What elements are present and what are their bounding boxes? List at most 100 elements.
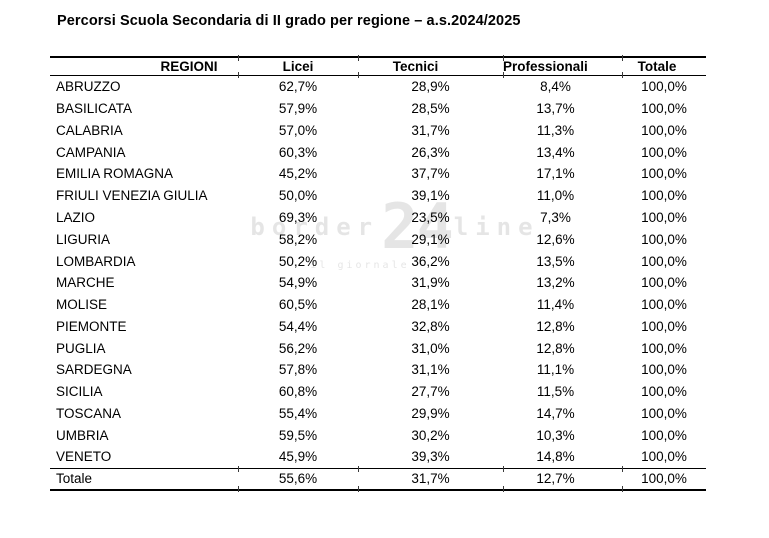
region-cell: LOMBARDIA [56,253,136,269]
value-cell: 100,0% [641,340,687,356]
value-cell: 57,8% [278,362,318,378]
value-cell: 26,3% [411,144,450,160]
value-cell: 14,8% [536,449,575,465]
value-cell: 14,7% [536,405,575,421]
value-cell: 60,8% [278,384,318,400]
value-cell: 31,1% [411,362,450,378]
region-cell: PUGLIA [56,340,106,356]
table-row: MOLISE 60,5% 28,1% 11,4% 100,0% [50,294,706,316]
total-licei: 55,6% [237,466,358,492]
value-cell: 10,3% [536,427,575,443]
value-cell: 57,0% [278,122,318,138]
value-cell: 28,5% [411,101,450,117]
value-cell: 59,5% [278,427,318,443]
value-cell: 39,1% [411,188,450,204]
value-cell: 100,0% [641,231,687,247]
value-cell: 60,3% [278,144,318,160]
value-cell: 100,0% [641,253,687,269]
total-row: Totale 55,6% 31,7% 12,7% 100,0% [50,466,706,492]
region-cell: LIGURIA [56,231,111,247]
table-row: LIGURIA 58,2% 29,1% 12,6% 100,0% [50,228,706,250]
value-cell: 11,4% [536,297,575,313]
table-row: FRIULI VENEZIA GIULIA 50,0% 39,1% 11,0% 100,… [50,185,706,207]
header-licei: Licei [237,56,358,79]
value-cell: 100,0% [641,449,687,465]
value-cell: 31,7% [411,122,450,138]
page-title: Percorsi Scuola Secondaria di II grado p… [57,13,521,29]
value-cell: 54,4% [278,318,318,334]
region-cell: MOLISE [56,297,108,313]
value-cell: 54,9% [278,275,318,291]
table-row: PIEMONTE 54,4% 32,8% 12,8% 100,0% [50,315,706,337]
value-cell: 36,2% [411,253,450,269]
value-cell: 30,2% [411,427,450,443]
value-cell: 28,9% [411,79,450,95]
value-cell: 100,0% [641,427,687,443]
value-cell: 13,4% [536,144,575,160]
value-cell: 60,5% [278,297,318,313]
value-cell: 100,0% [641,384,687,400]
total-totale: 100,0% [621,466,706,492]
value-cell: 39,3% [411,449,450,465]
value-cell: 100,0% [641,79,687,95]
value-cell: 37,7% [411,166,450,182]
table-row: CALABRIA 57,0% 31,7% 11,3% 100,0% [50,120,706,142]
value-cell: 100,0% [641,275,687,291]
value-cell: 100,0% [641,405,687,421]
value-cell: 100,0% [641,166,687,182]
region-cell: EMILIA ROMAGNA [56,166,174,182]
header-regioni: REGIONI [50,56,238,76]
value-cell: 100,0% [641,188,687,204]
value-cell: 11,0% [536,188,575,204]
value-cell: 100,0% [641,144,687,160]
value-cell: 12,6% [536,231,575,247]
value-cell: 11,5% [536,384,575,400]
value-cell: 13,2% [536,275,575,291]
value-cell: 12,8% [536,318,575,334]
value-cell: 28,1% [411,297,450,313]
header-totale: Totale [621,56,706,79]
value-cell: 100,0% [641,122,687,138]
value-cell: 32,8% [411,318,450,334]
header-tecnici: Tecnici [357,56,503,79]
value-cell: 23,5% [411,209,450,225]
region-cell: UMBRIA [56,427,109,443]
value-cell: 100,0% [641,101,687,117]
table-header-row: REGIONI Licei Tecnici Professionali Tota… [50,56,706,79]
value-cell: 62,7% [278,79,318,95]
value-cell: 57,9% [278,101,318,117]
value-cell: 13,7% [536,101,575,117]
region-cell: BASILICATA [56,101,133,117]
table-row: SICILIA 60,8% 27,7% 11,5% 100,0% [50,381,706,403]
value-cell: 27,7% [411,384,450,400]
table-row: EMILIA ROMAGNA 45,2% 37,7% 17,1% 100,0% [50,163,706,185]
total-label: Totale [50,467,238,491]
header-professionali: Professionali [502,56,622,79]
value-cell: 7,3% [540,209,571,225]
value-cell: 8,4% [540,79,571,95]
value-cell: 45,2% [278,166,318,182]
value-cell: 100,0% [641,318,687,334]
region-cell: CALABRIA [56,122,123,138]
table-row: LAZIO 69,3% 23,5% 7,3% 100,0% [50,207,706,229]
value-cell: 29,1% [411,231,450,247]
value-cell: 31,9% [411,275,450,291]
value-cell: 100,0% [641,297,687,313]
value-cell: 58,2% [278,231,318,247]
value-cell: 13,5% [536,253,575,269]
table-row: CAMPANIA 60,3% 26,3% 13,4% 100,0% [50,141,706,163]
value-cell: 11,3% [536,122,575,138]
table-row: TOSCANA 55,4% 29,9% 14,7% 100,0% [50,402,706,424]
table-row: ABRUZZO 62,7% 28,9% 8,4% 100,0% [50,76,706,98]
region-cell: VENETO [56,449,112,465]
value-cell: 29,9% [411,405,450,421]
region-cell: MARCHE [56,275,115,291]
total-professionali: 12,7% [502,466,622,492]
region-cell: FRIULI VENEZIA GIULIA [56,188,208,204]
table-row: BASILICATA 57,9% 28,5% 13,7% 100,0% [50,98,706,120]
value-cell: 69,3% [278,209,318,225]
region-cell: TOSCANA [56,405,122,421]
value-cell: 100,0% [641,209,687,225]
region-cell: SARDEGNA [56,362,132,378]
value-cell: 17,1% [536,166,575,182]
